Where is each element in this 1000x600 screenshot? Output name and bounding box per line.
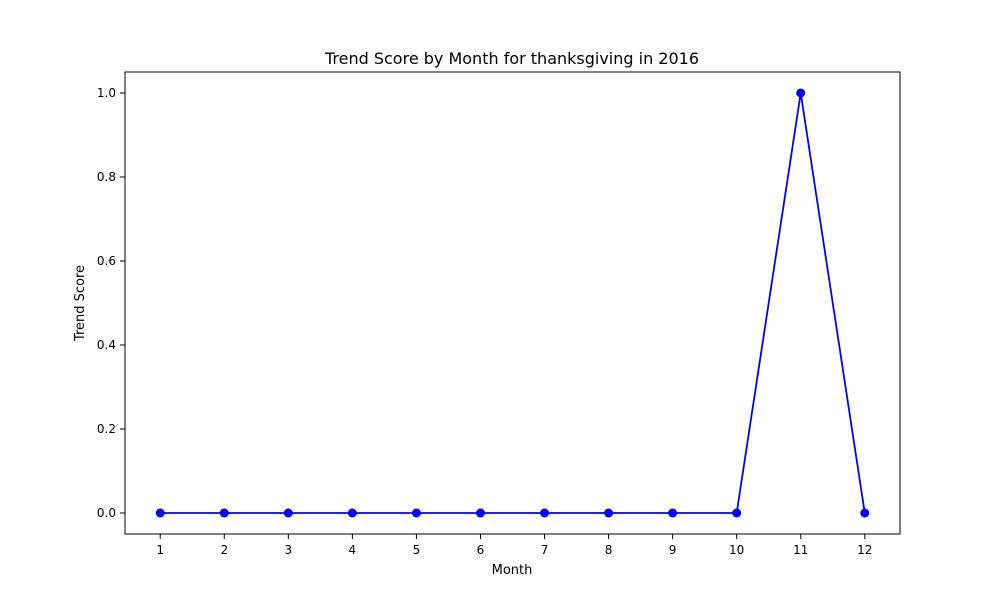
x-tick-label: 11 [793,543,808,557]
data-point [283,508,293,518]
data-point [475,508,485,518]
y-axis-label: Trend Score [73,265,88,342]
x-tick-label: 10 [729,543,744,557]
y-tick-label: 0.4 [97,338,116,352]
x-axis: 1 2 3 4 5 6 7 8 9 10 11 12 [156,534,872,557]
y-tick-label: 1.0 [97,86,116,100]
x-tick-label: 4 [349,543,357,557]
x-tick-label: 9 [669,543,677,557]
chart-title: Trend Score by Month for thanksgiving in… [324,49,699,68]
x-axis-label: Month [492,563,533,578]
data-point [347,508,357,518]
x-tick-label: 3 [285,543,293,557]
y-tick-label: 0.6 [97,254,116,268]
y-tick-label: 0.0 [97,506,116,520]
y-tick-label: 0.8 [97,170,116,184]
x-tick-label: 6 [477,543,485,557]
y-axis: 0.0 0.2 0.4 0.6 0.8 1.0 [97,86,125,520]
data-point [155,508,165,518]
data-point [411,508,421,518]
x-tick-label: 7 [541,543,549,557]
data-point [604,508,614,518]
data-point [796,88,806,98]
plot-frame [124,71,901,535]
data-point [860,508,870,518]
x-tick-label: 5 [413,543,421,557]
data-point [668,508,678,518]
plot-area [155,88,870,518]
y-tick-label: 0.2 [97,422,116,436]
series-line [160,92,866,514]
data-point [540,508,550,518]
data-point [219,508,229,518]
data-point [732,508,742,518]
x-tick-label: 1 [156,543,164,557]
x-tick-label: 12 [857,543,872,557]
x-tick-label: 8 [605,543,613,557]
x-tick-label: 2 [220,543,228,557]
